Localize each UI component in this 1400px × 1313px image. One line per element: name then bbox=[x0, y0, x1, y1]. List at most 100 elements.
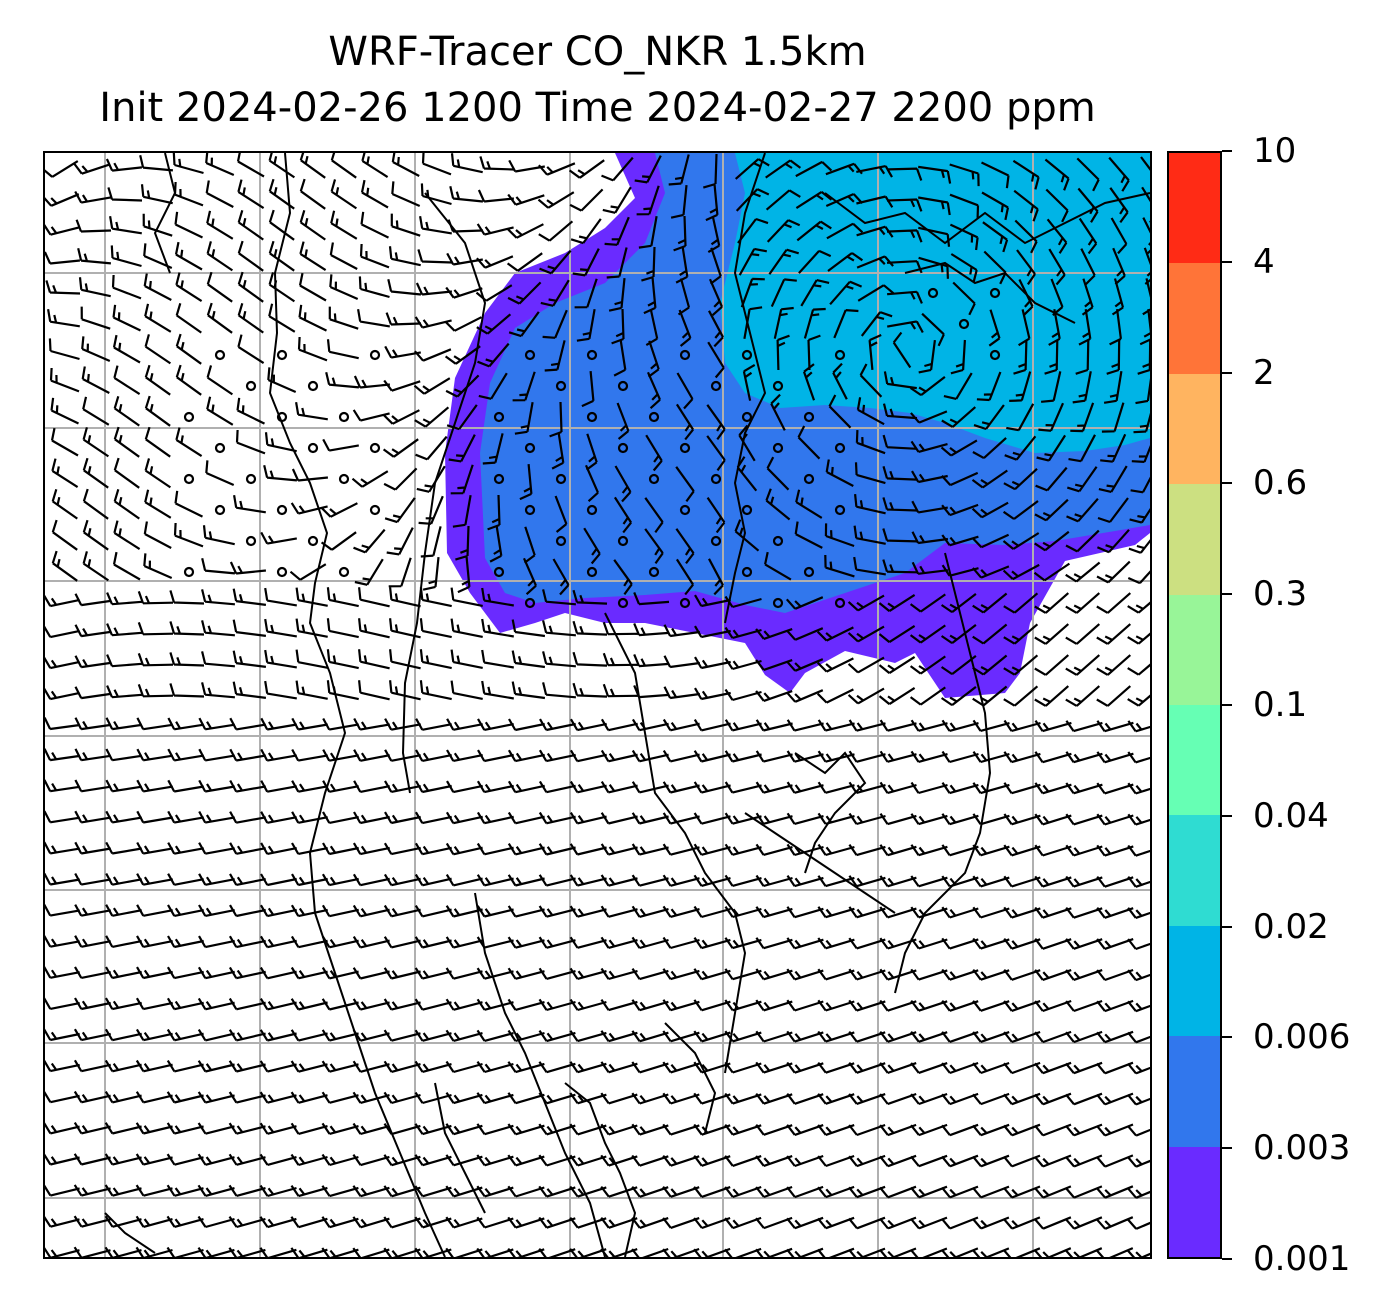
wind-barb bbox=[544, 340, 566, 372]
wind-barb bbox=[1002, 563, 1040, 581]
wind-barb bbox=[633, 684, 670, 699]
wind-barb bbox=[856, 165, 893, 178]
wind-barb bbox=[613, 340, 627, 377]
wind-barb bbox=[909, 655, 946, 675]
wind-barb bbox=[1009, 371, 1032, 402]
wind-barb bbox=[879, 906, 917, 919]
wind-barb bbox=[390, 213, 421, 237]
wind-barb bbox=[600, 781, 638, 794]
wind-barb bbox=[662, 781, 700, 794]
wind-barb bbox=[198, 748, 235, 762]
wind-barb bbox=[940, 593, 977, 614]
map-panel[interactable] bbox=[43, 151, 1152, 1259]
calm-wind-marker bbox=[834, 349, 846, 361]
wind-barb bbox=[1065, 875, 1103, 888]
wind-barb bbox=[613, 496, 633, 534]
wind-barb bbox=[878, 686, 916, 706]
wind-barb bbox=[476, 313, 512, 335]
colorbar-segment bbox=[1169, 705, 1220, 816]
colorbar-tick-label: 0.001 bbox=[1253, 1239, 1351, 1279]
wind-barb bbox=[1012, 159, 1040, 190]
wind-barb bbox=[554, 495, 568, 533]
wind-barb bbox=[50, 397, 79, 425]
wind-barb bbox=[476, 842, 514, 856]
wind-barb bbox=[144, 489, 172, 519]
wind-barb bbox=[78, 277, 111, 298]
wind-barb bbox=[542, 651, 576, 668]
wind-barb bbox=[572, 682, 608, 698]
wind-barb bbox=[1075, 339, 1090, 375]
wind-barb bbox=[175, 272, 203, 303]
wind-barb bbox=[853, 525, 886, 545]
wind-barb bbox=[569, 905, 607, 918]
colorbar-tick bbox=[1222, 371, 1232, 374]
calm-wind-marker bbox=[710, 535, 722, 547]
wind-barb bbox=[45, 1091, 80, 1104]
wind-barb bbox=[755, 1185, 793, 1199]
wind-barb bbox=[507, 1123, 545, 1136]
wind-barb bbox=[785, 627, 824, 641]
wind-barb bbox=[910, 813, 948, 826]
wind-barb bbox=[419, 680, 452, 701]
wind-barb bbox=[569, 718, 607, 732]
wind-barb bbox=[724, 812, 762, 825]
wind-barb bbox=[357, 309, 390, 328]
colorbar bbox=[1167, 151, 1222, 1259]
calm-wind-marker bbox=[679, 442, 691, 454]
wind-barb bbox=[743, 306, 763, 339]
wind-barb bbox=[259, 1216, 297, 1229]
wind-barb bbox=[237, 334, 265, 365]
wind-barb bbox=[755, 719, 793, 732]
wind-barb bbox=[507, 967, 545, 980]
wind-barb bbox=[538, 905, 576, 918]
wind-barb bbox=[785, 596, 824, 610]
wind-barb bbox=[542, 682, 576, 699]
wind-barb bbox=[1127, 751, 1150, 764]
wind-barb bbox=[860, 311, 893, 337]
wind-barb bbox=[817, 1154, 855, 1168]
wind-barb bbox=[662, 999, 700, 1012]
wind-barb bbox=[817, 937, 855, 950]
wind-barb bbox=[45, 935, 80, 948]
wind-barb bbox=[668, 154, 690, 186]
wind-barb bbox=[352, 842, 390, 856]
wind-barb bbox=[45, 594, 80, 608]
wind-barb bbox=[949, 163, 980, 187]
wind-barb bbox=[662, 1123, 700, 1136]
wind-barb bbox=[417, 249, 453, 264]
wind-barb bbox=[477, 342, 510, 368]
wind-barb bbox=[260, 748, 297, 762]
wind-barb bbox=[572, 589, 608, 605]
calm-wind-marker bbox=[989, 349, 1001, 361]
wind-barb bbox=[320, 502, 358, 518]
wind-barb bbox=[1065, 813, 1103, 826]
wind-barb bbox=[707, 341, 725, 379]
wind-barb bbox=[45, 748, 81, 762]
wind-barb bbox=[1065, 969, 1103, 981]
wind-barb bbox=[361, 153, 389, 179]
wind-barb bbox=[600, 718, 638, 732]
wind-barb bbox=[140, 184, 173, 205]
wind-barb bbox=[228, 1029, 266, 1042]
wind-barb bbox=[259, 966, 297, 980]
wind-barb bbox=[675, 403, 695, 441]
wind-barb bbox=[144, 303, 172, 333]
wind-barb bbox=[631, 1030, 669, 1043]
wind-barb bbox=[445, 1091, 483, 1105]
wind-barb bbox=[352, 1185, 390, 1198]
wind-barb bbox=[391, 153, 420, 177]
wind-barb bbox=[1034, 938, 1072, 950]
wind-barb bbox=[1095, 1247, 1134, 1257]
wind-barb bbox=[638, 216, 658, 249]
wind-barb bbox=[1003, 906, 1041, 919]
colorbar-tick-label: 0.006 bbox=[1253, 1017, 1351, 1058]
wind-barb bbox=[1101, 402, 1125, 433]
wind-barb bbox=[1034, 999, 1072, 1013]
wind-barb bbox=[552, 558, 570, 596]
wind-barb bbox=[1096, 685, 1132, 707]
colorbar-tick bbox=[1222, 260, 1232, 263]
wind-barb bbox=[662, 1154, 700, 1167]
wind-barb bbox=[602, 683, 639, 698]
wind-barb bbox=[538, 1029, 576, 1043]
wind-barb bbox=[1127, 1187, 1150, 1199]
